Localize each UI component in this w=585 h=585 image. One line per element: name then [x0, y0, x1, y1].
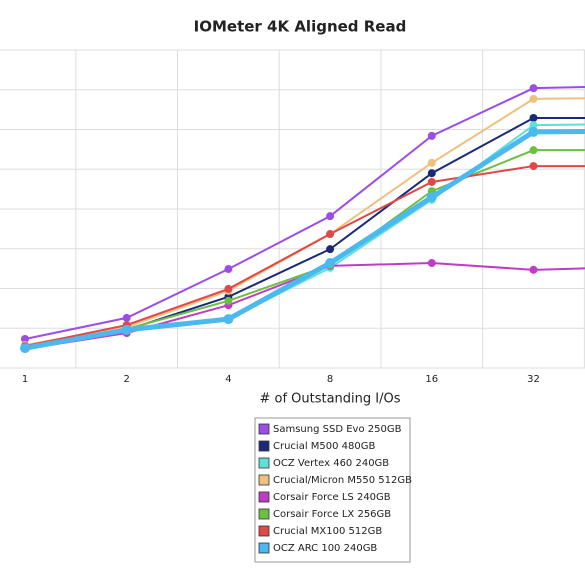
series-line [24, 123, 585, 350]
point [223, 314, 234, 325]
point [224, 284, 233, 293]
point [427, 158, 436, 167]
point [529, 94, 538, 103]
x-tick-label: 8 [327, 374, 333, 385]
point [427, 177, 436, 186]
x-tick-label: 16 [425, 374, 438, 385]
point [326, 245, 335, 254]
point [427, 169, 436, 178]
x-tick-label: 1 [22, 374, 28, 385]
point [325, 258, 336, 269]
series-line [24, 165, 585, 348]
legend-swatch [258, 542, 270, 554]
point [529, 162, 538, 171]
point [529, 146, 538, 155]
legend-box [254, 417, 411, 563]
x-tick-label: 2 [124, 374, 130, 385]
legend-swatch [258, 440, 270, 452]
grid [0, 49, 585, 369]
point [529, 113, 538, 122]
point [427, 259, 436, 268]
point [529, 121, 538, 130]
point [21, 334, 29, 343]
x-tick-label: 4 [225, 374, 231, 385]
point [427, 131, 436, 140]
point [426, 192, 437, 203]
legend-swatch [258, 457, 270, 469]
legend-swatch [258, 525, 270, 537]
point [529, 265, 538, 274]
point [20, 343, 30, 354]
point [529, 84, 538, 93]
legend-label: Crucial M500 480GB [273, 441, 376, 452]
legend-label: Crucial MX100 512GB [273, 526, 382, 537]
legend-label: Corsair Force LX 256GB [273, 509, 391, 520]
legend-label: Samsung SSD Evo 250GB [273, 424, 402, 435]
chart-title: IOMeter 4K Aligned Read [194, 18, 407, 36]
legend-swatch [258, 508, 270, 520]
legend-swatch [258, 491, 270, 503]
legend-label: Corsair Force LS 240GB [273, 492, 391, 503]
point [326, 212, 335, 221]
point [122, 313, 131, 322]
point [224, 296, 233, 305]
x-tick-label: 32 [527, 374, 540, 385]
point [528, 126, 539, 137]
legend-swatch [258, 423, 270, 435]
point [121, 324, 132, 335]
point [224, 265, 233, 274]
legend-label: OCZ Vertex 460 240GB [273, 458, 389, 469]
point [326, 230, 335, 239]
legend-swatch [258, 474, 270, 486]
series-line [24, 85, 585, 340]
legend-label: Crucial/Micron M550 512GB [273, 475, 412, 486]
x-axis-label: # of Outstanding I/Os [259, 392, 400, 407]
legend-label: OCZ ARC 100 240GB [273, 543, 377, 554]
